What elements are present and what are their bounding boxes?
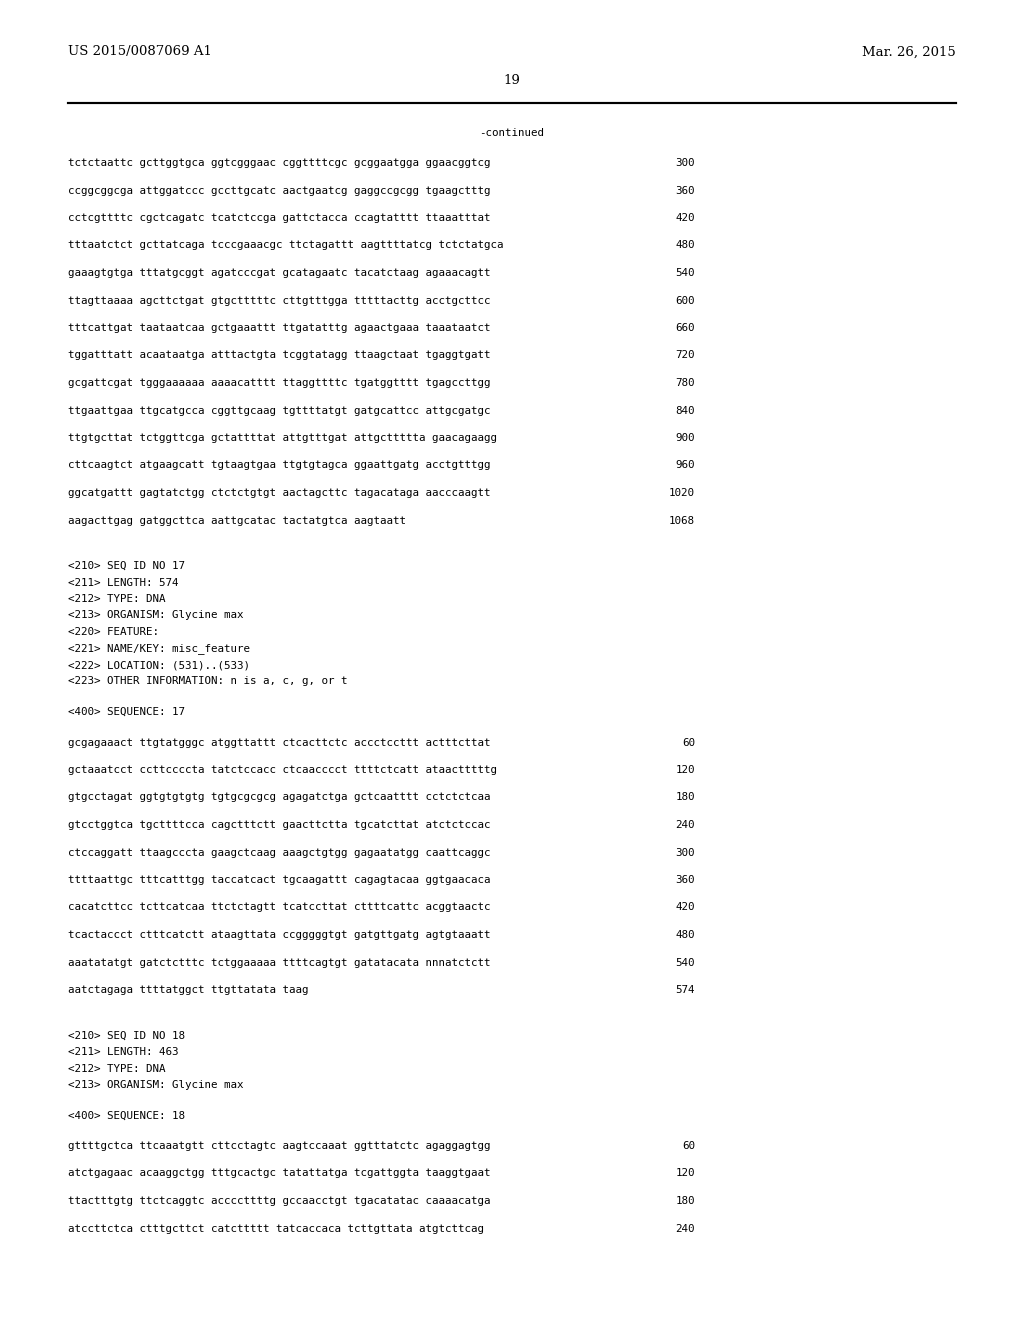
- Text: 60: 60: [682, 1140, 695, 1151]
- Text: tggatttatt acaataatga atttactgta tcggtatagg ttaagctaat tgaggtgatt: tggatttatt acaataatga atttactgta tcggtat…: [68, 351, 490, 360]
- Text: 600: 600: [676, 296, 695, 305]
- Text: atccttctca ctttgcttct catcttttt tatcaccaca tcttgttata atgtcttcag: atccttctca ctttgcttct catcttttt tatcacca…: [68, 1224, 484, 1233]
- Text: 480: 480: [676, 240, 695, 251]
- Text: gcgagaaact ttgtatgggc atggttattt ctcacttctc accctccttt actttcttat: gcgagaaact ttgtatgggc atggttattt ctcactt…: [68, 738, 490, 747]
- Text: 574: 574: [676, 985, 695, 995]
- Text: gttttgctca ttcaaatgtt cttcctagtc aagtccaaat ggtttatctc agaggagtgg: gttttgctca ttcaaatgtt cttcctagtc aagtcca…: [68, 1140, 490, 1151]
- Text: ctccaggatt ttaagcccta gaagctcaag aaagctgtgg gagaatatgg caattcaggc: ctccaggatt ttaagcccta gaagctcaag aaagctg…: [68, 847, 490, 858]
- Text: -continued: -continued: [479, 128, 545, 139]
- Text: 19: 19: [504, 74, 520, 87]
- Text: gcgattcgat tgggaaaaaa aaaacatttt ttaggttttc tgatggtttt tgagccttgg: gcgattcgat tgggaaaaaa aaaacatttt ttaggtt…: [68, 378, 490, 388]
- Text: ttgtgcttat tctggttcga gctattttat attgtttgat attgcttttta gaacagaagg: ttgtgcttat tctggttcga gctattttat attgttt…: [68, 433, 497, 444]
- Text: ttactttgtg ttctcaggtc accccttttg gccaacctgt tgacatatac caaaacatga: ttactttgtg ttctcaggtc accccttttg gccaacc…: [68, 1196, 490, 1206]
- Text: 60: 60: [682, 738, 695, 747]
- Text: cacatcttcc tcttcatcaa ttctctagtt tcatccttat cttttcattc acggtaactc: cacatcttcc tcttcatcaa ttctctagtt tcatcct…: [68, 903, 490, 912]
- Text: 1020: 1020: [669, 488, 695, 498]
- Text: atctgagaac acaaggctgg tttgcactgc tatattatga tcgattggta taaggtgaat: atctgagaac acaaggctgg tttgcactgc tatatta…: [68, 1168, 490, 1179]
- Text: gtcctggtca tgcttttcca cagctttctt gaacttctta tgcatcttat atctctccac: gtcctggtca tgcttttcca cagctttctt gaacttc…: [68, 820, 490, 830]
- Text: <400> SEQUENCE: 18: <400> SEQUENCE: 18: [68, 1110, 185, 1121]
- Text: <212> TYPE: DNA: <212> TYPE: DNA: [68, 1064, 166, 1073]
- Text: ggcatgattt gagtatctgg ctctctgtgt aactagcttc tagacataga aacccaagtt: ggcatgattt gagtatctgg ctctctgtgt aactagc…: [68, 488, 490, 498]
- Text: cttcaagtct atgaagcatt tgtaagtgaa ttgtgtagca ggaattgatg acctgtttgg: cttcaagtct atgaagcatt tgtaagtgaa ttgtgta…: [68, 461, 490, 470]
- Text: tttcattgat taataatcaa gctgaaattt ttgatatttg agaactgaaa taaataatct: tttcattgat taataatcaa gctgaaattt ttgatat…: [68, 323, 490, 333]
- Text: 120: 120: [676, 766, 695, 775]
- Text: 240: 240: [676, 820, 695, 830]
- Text: 660: 660: [676, 323, 695, 333]
- Text: <213> ORGANISM: Glycine max: <213> ORGANISM: Glycine max: [68, 610, 244, 620]
- Text: 780: 780: [676, 378, 695, 388]
- Text: <223> OTHER INFORMATION: n is a, c, g, or t: <223> OTHER INFORMATION: n is a, c, g, o…: [68, 676, 347, 686]
- Text: <211> LENGTH: 463: <211> LENGTH: 463: [68, 1047, 178, 1057]
- Text: 900: 900: [676, 433, 695, 444]
- Text: <220> FEATURE:: <220> FEATURE:: [68, 627, 159, 638]
- Text: Mar. 26, 2015: Mar. 26, 2015: [862, 45, 956, 58]
- Text: 960: 960: [676, 461, 695, 470]
- Text: ttagttaaaa agcttctgat gtgctttttc cttgtttgga tttttacttg acctgcttcc: ttagttaaaa agcttctgat gtgctttttc cttgttt…: [68, 296, 490, 305]
- Text: <211> LENGTH: 574: <211> LENGTH: 574: [68, 578, 178, 587]
- Text: gtgcctagat ggtgtgtgtg tgtgcgcgcg agagatctga gctcaatttt cctctctcaa: gtgcctagat ggtgtgtgtg tgtgcgcgcg agagatc…: [68, 792, 490, 803]
- Text: <213> ORGANISM: Glycine max: <213> ORGANISM: Glycine max: [68, 1080, 244, 1090]
- Text: aaatatatgt gatctctttc tctggaaaaa ttttcagtgt gatatacata nnnatctctt: aaatatatgt gatctctttc tctggaaaaa ttttcag…: [68, 957, 490, 968]
- Text: 300: 300: [676, 847, 695, 858]
- Text: 300: 300: [676, 158, 695, 168]
- Text: 540: 540: [676, 957, 695, 968]
- Text: <210> SEQ ID NO 17: <210> SEQ ID NO 17: [68, 561, 185, 572]
- Text: tttaatctct gcttatcaga tcccgaaacgc ttctagattt aagttttatcg tctctatgca: tttaatctct gcttatcaga tcccgaaacgc ttctag…: [68, 240, 504, 251]
- Text: <400> SEQUENCE: 17: <400> SEQUENCE: 17: [68, 708, 185, 717]
- Text: <210> SEQ ID NO 18: <210> SEQ ID NO 18: [68, 1031, 185, 1040]
- Text: aatctagaga ttttatggct ttgttatata taag: aatctagaga ttttatggct ttgttatata taag: [68, 985, 308, 995]
- Text: 360: 360: [676, 186, 695, 195]
- Text: US 2015/0087069 A1: US 2015/0087069 A1: [68, 45, 212, 58]
- Text: 720: 720: [676, 351, 695, 360]
- Text: ccggcggcga attggatccc gccttgcatc aactgaatcg gaggccgcgg tgaagctttg: ccggcggcga attggatccc gccttgcatc aactgaa…: [68, 186, 490, 195]
- Text: 360: 360: [676, 875, 695, 884]
- Text: 1068: 1068: [669, 516, 695, 525]
- Text: 240: 240: [676, 1224, 695, 1233]
- Text: 540: 540: [676, 268, 695, 279]
- Text: gaaagtgtga tttatgcggt agatcccgat gcatagaatc tacatctaag agaaacagtt: gaaagtgtga tttatgcggt agatcccgat gcataga…: [68, 268, 490, 279]
- Text: aagacttgag gatggcttca aattgcatac tactatgtca aagtaatt: aagacttgag gatggcttca aattgcatac tactatg…: [68, 516, 406, 525]
- Text: 180: 180: [676, 1196, 695, 1206]
- Text: gctaaatcct ccttccccta tatctccacc ctcaacccct ttttctcatt ataactttttg: gctaaatcct ccttccccta tatctccacc ctcaacc…: [68, 766, 497, 775]
- Text: 840: 840: [676, 405, 695, 416]
- Text: 420: 420: [676, 213, 695, 223]
- Text: tctctaattc gcttggtgca ggtcgggaac cggttttcgc gcggaatgga ggaacggtcg: tctctaattc gcttggtgca ggtcgggaac cggtttt…: [68, 158, 490, 168]
- Text: tcactaccct ctttcatctt ataagttata ccgggggtgt gatgttgatg agtgtaaatt: tcactaccct ctttcatctt ataagttata ccggggg…: [68, 931, 490, 940]
- Text: <222> LOCATION: (531)..(533): <222> LOCATION: (531)..(533): [68, 660, 250, 671]
- Text: <212> TYPE: DNA: <212> TYPE: DNA: [68, 594, 166, 605]
- Text: 120: 120: [676, 1168, 695, 1179]
- Text: ttgaattgaa ttgcatgcca cggttgcaag tgttttatgt gatgcattcc attgcgatgc: ttgaattgaa ttgcatgcca cggttgcaag tgtttta…: [68, 405, 490, 416]
- Text: 480: 480: [676, 931, 695, 940]
- Text: <221> NAME/KEY: misc_feature: <221> NAME/KEY: misc_feature: [68, 644, 250, 655]
- Text: 180: 180: [676, 792, 695, 803]
- Text: cctcgttttc cgctcagatc tcatctccga gattctacca ccagtatttt ttaaatttat: cctcgttttc cgctcagatc tcatctccga gattcta…: [68, 213, 490, 223]
- Text: ttttaattgc tttcatttgg taccatcact tgcaagattt cagagtacaa ggtgaacaca: ttttaattgc tttcatttgg taccatcact tgcaaga…: [68, 875, 490, 884]
- Text: 420: 420: [676, 903, 695, 912]
